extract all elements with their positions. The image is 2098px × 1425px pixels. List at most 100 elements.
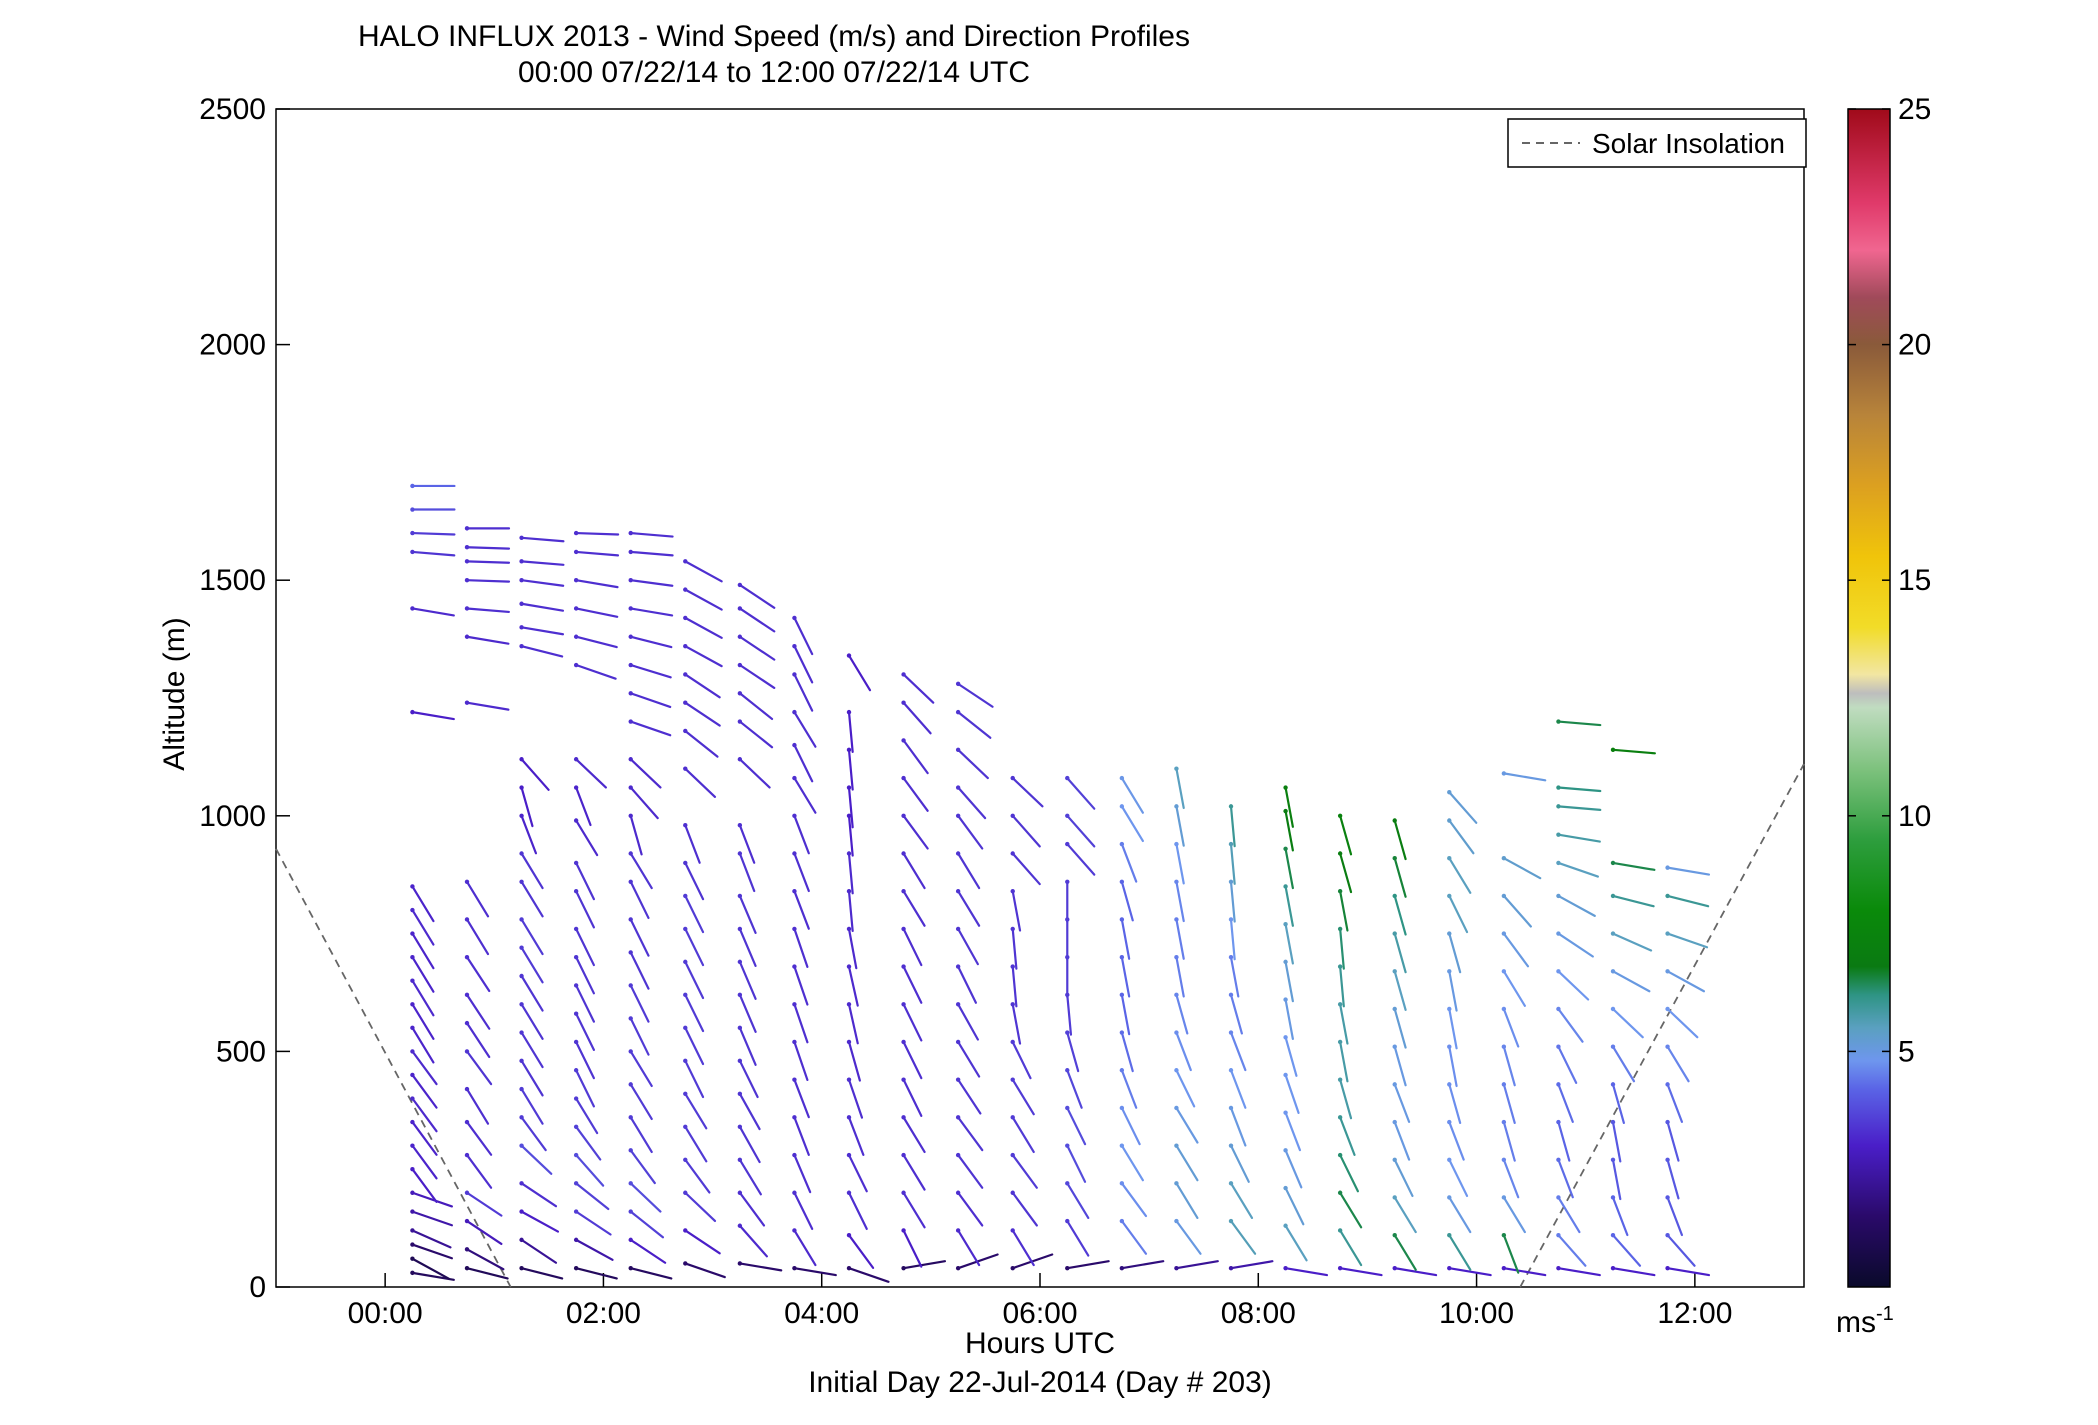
wind-vector-origin [1337,888,1343,894]
wind-vector [575,861,595,901]
wind-profile-column [1501,771,1547,1277]
wind-vector-origin [1065,1143,1070,1148]
wind-vector-origin [955,888,961,894]
wind-vector [1557,1120,1571,1162]
wind-vector-origin [1065,1218,1070,1224]
colorbar-ticks: 5 10 15 20 25 [1848,93,1931,1068]
wind-vector [1066,1219,1090,1257]
wind-vector [738,824,756,864]
wind-vector [629,531,674,538]
wind-vector [1502,932,1530,968]
wind-vector [793,965,809,1006]
wind-vector [1502,1267,1547,1277]
wind-vector [1448,1120,1465,1161]
wind-profile-column [1228,804,1274,1271]
wind-vector-origin [410,1119,415,1125]
wind-vector [629,1267,673,1280]
wind-vector [411,1243,453,1260]
wind-vector-origin [846,1077,852,1082]
wind-vector-origin [1392,893,1397,899]
wind-vector [520,852,544,890]
wind-vector [793,890,810,930]
wind-vector [465,1022,491,1059]
wind-vector-origin [1665,865,1670,870]
wind-vector [465,635,510,645]
wind-vector [1448,791,1478,824]
wind-vector-origin [1665,1232,1670,1238]
wind-vector [1557,932,1594,958]
wind-vector [1557,1234,1587,1267]
wind-vector [902,927,923,967]
wind-vector-origin [792,1039,797,1045]
wind-vector-origin [846,1039,852,1045]
wind-vector [411,885,435,923]
wind-vector-origin [573,530,579,536]
wind-vector-origin [955,1152,961,1158]
wind-vector [684,673,721,699]
wind-vector-origin [519,559,524,564]
wind-vector-origin [410,1256,415,1261]
wind-vector [684,861,705,901]
wind-vector [411,1229,452,1249]
wind-vector-origin [1610,1119,1616,1125]
wind-vector-origin [1119,1181,1125,1186]
wind-vector-origin [1010,851,1015,856]
wind-vector-origin [792,926,797,932]
wind-vector [684,894,705,934]
wind-vector-origin [573,1209,579,1214]
wind-vector-origin [1556,893,1561,899]
wind-vector [520,1031,544,1069]
wind-vector [902,1003,923,1042]
wind-vector-origin [1119,1105,1125,1111]
wind-vector [520,918,544,956]
wind-vector-origin [519,1086,524,1092]
wind-vector-origin [628,785,633,790]
wind-vector-origin [1119,1068,1125,1073]
wind-vector-origin [1556,931,1561,936]
wind-vector-origin [1665,1195,1670,1200]
wind-vector-origin [1392,818,1397,823]
wind-vector [684,560,723,583]
wind-profile-column [1119,775,1165,1271]
wind-vector [1666,1196,1684,1237]
chart-subtitle: 00:00 07/22/14 to 12:00 07/22/14 UTC [518,56,1030,89]
wind-vector-origin [737,851,743,856]
wind-vector-origin [1283,921,1288,927]
wind-vector-origin [519,1058,524,1064]
wind-vector-origin [1501,856,1507,861]
wind-profile-column [1392,818,1438,1277]
wind-vector-origin [1610,747,1616,753]
wind-vector-origin [573,606,579,611]
wind-vector [575,663,617,680]
wind-vector [1611,932,1653,952]
wind-vector [1557,786,1602,793]
wind-vector-origin [1392,1195,1397,1200]
wind-vector [1557,1045,1578,1084]
wind-vector-origin [1283,1148,1288,1153]
wind-vector [738,607,776,633]
wind-vector-origin [1610,1157,1616,1162]
wind-vector-origin [1556,1006,1561,1012]
wind-vector [957,711,992,739]
wind-vector-origin [1010,964,1015,969]
wind-vector-origin [901,1115,906,1120]
wind-vector-origin [955,926,961,932]
wind-vector-origin [1610,1232,1616,1238]
y-tick-label: 2500 [199,93,266,126]
wind-vector [1502,1045,1516,1087]
wind-vector-origin [737,823,743,828]
wind-vector [1229,993,1243,1035]
wind-vector-origin [737,959,743,965]
wind-vector [738,1026,757,1066]
wind-vector-origin [1065,841,1070,847]
wind-vector-origin [519,813,524,818]
wind-vector [1502,1120,1516,1162]
wind-vector [520,1238,558,1264]
wind-vector [738,758,771,789]
x-tick-label: 06:00 [1002,1297,1077,1330]
wind-vector [629,1116,653,1154]
wind-vector-origin [1665,1157,1670,1162]
colorbar-tick-label: 20 [1898,329,1931,362]
wind-vector-origin [628,917,633,922]
wind-vector-origin [1665,1119,1670,1125]
